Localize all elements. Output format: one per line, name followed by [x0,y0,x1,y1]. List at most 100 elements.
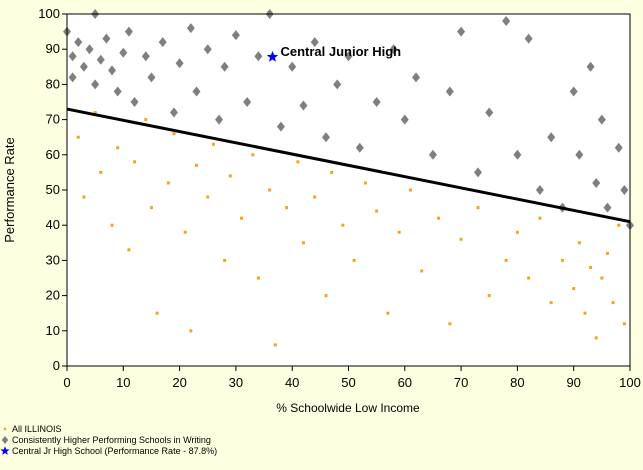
point [412,72,421,83]
point [119,47,128,58]
point [223,258,227,262]
point [487,294,491,298]
point [220,61,229,72]
y-tick-label: 90 [46,41,60,56]
point [341,223,345,227]
point [155,311,159,315]
point [301,241,305,245]
point [330,170,334,174]
point [93,111,97,115]
point [127,248,131,252]
point [363,181,367,185]
point [149,206,153,210]
x-axis-label: % Schoolwide Low Income [276,401,420,415]
point [141,51,150,62]
point [175,58,184,69]
y-tick-label: 10 [46,323,60,338]
point [276,121,285,132]
point [296,160,300,164]
point [603,202,612,213]
legend-label: Consistently Higher Performing Schools i… [12,435,211,445]
legend-marker [1,436,9,444]
point [333,79,342,90]
point [124,26,133,37]
point [310,37,319,48]
point [102,33,111,44]
point [400,114,409,125]
point [130,97,139,107]
point [68,51,77,62]
point [428,149,437,160]
point [485,107,494,118]
point [355,142,364,153]
point [243,97,252,107]
point [535,185,544,195]
point [515,230,519,234]
point [372,97,381,107]
point [240,216,244,220]
point [74,37,83,48]
point [76,135,80,139]
point [617,223,621,227]
point [620,185,629,195]
point [569,86,578,97]
point [577,241,581,245]
point [572,287,576,291]
point [437,216,441,220]
point [144,118,148,122]
point [99,170,103,174]
point [457,26,466,37]
x-tick-label: 50 [341,375,355,390]
point [256,276,260,280]
legend-label: All ILLINOIS [12,424,62,434]
x-tick-label: 90 [566,375,580,390]
x-tick-label: 0 [63,375,70,390]
y-tick-label: 100 [38,6,60,21]
point [324,294,328,298]
point [192,86,201,97]
point [605,251,609,255]
point [266,50,279,62]
point [502,16,511,27]
point [79,61,88,72]
point [133,160,137,164]
legend-marker [0,446,10,455]
plot-area [67,14,630,366]
point [549,301,553,305]
x-tick-label: 10 [116,375,130,390]
point [186,23,195,34]
point [622,322,626,326]
point [68,72,77,83]
y-tick-label: 80 [46,76,60,91]
y-tick-label: 50 [46,182,60,197]
y-tick-label: 60 [46,147,60,162]
point [231,30,240,41]
point [594,336,598,340]
point [147,72,156,83]
point [285,206,289,210]
x-tick-label: 70 [454,375,468,390]
point [116,146,120,150]
point [445,86,454,97]
point [408,188,412,192]
point [600,276,604,280]
point [113,86,122,97]
point [592,177,601,188]
point [560,258,564,262]
point [206,195,210,199]
point [254,51,263,62]
y-tick-label: 20 [46,288,60,303]
trend-line [66,107,631,224]
point [110,223,114,227]
point [158,37,167,48]
x-tick-label: 80 [510,375,524,390]
point [183,230,187,234]
y-tick-label: 70 [46,112,60,127]
point [476,206,480,210]
point [420,269,424,273]
point [288,61,297,72]
y-axis-label: Performance Rate [2,137,17,243]
point [397,230,401,234]
